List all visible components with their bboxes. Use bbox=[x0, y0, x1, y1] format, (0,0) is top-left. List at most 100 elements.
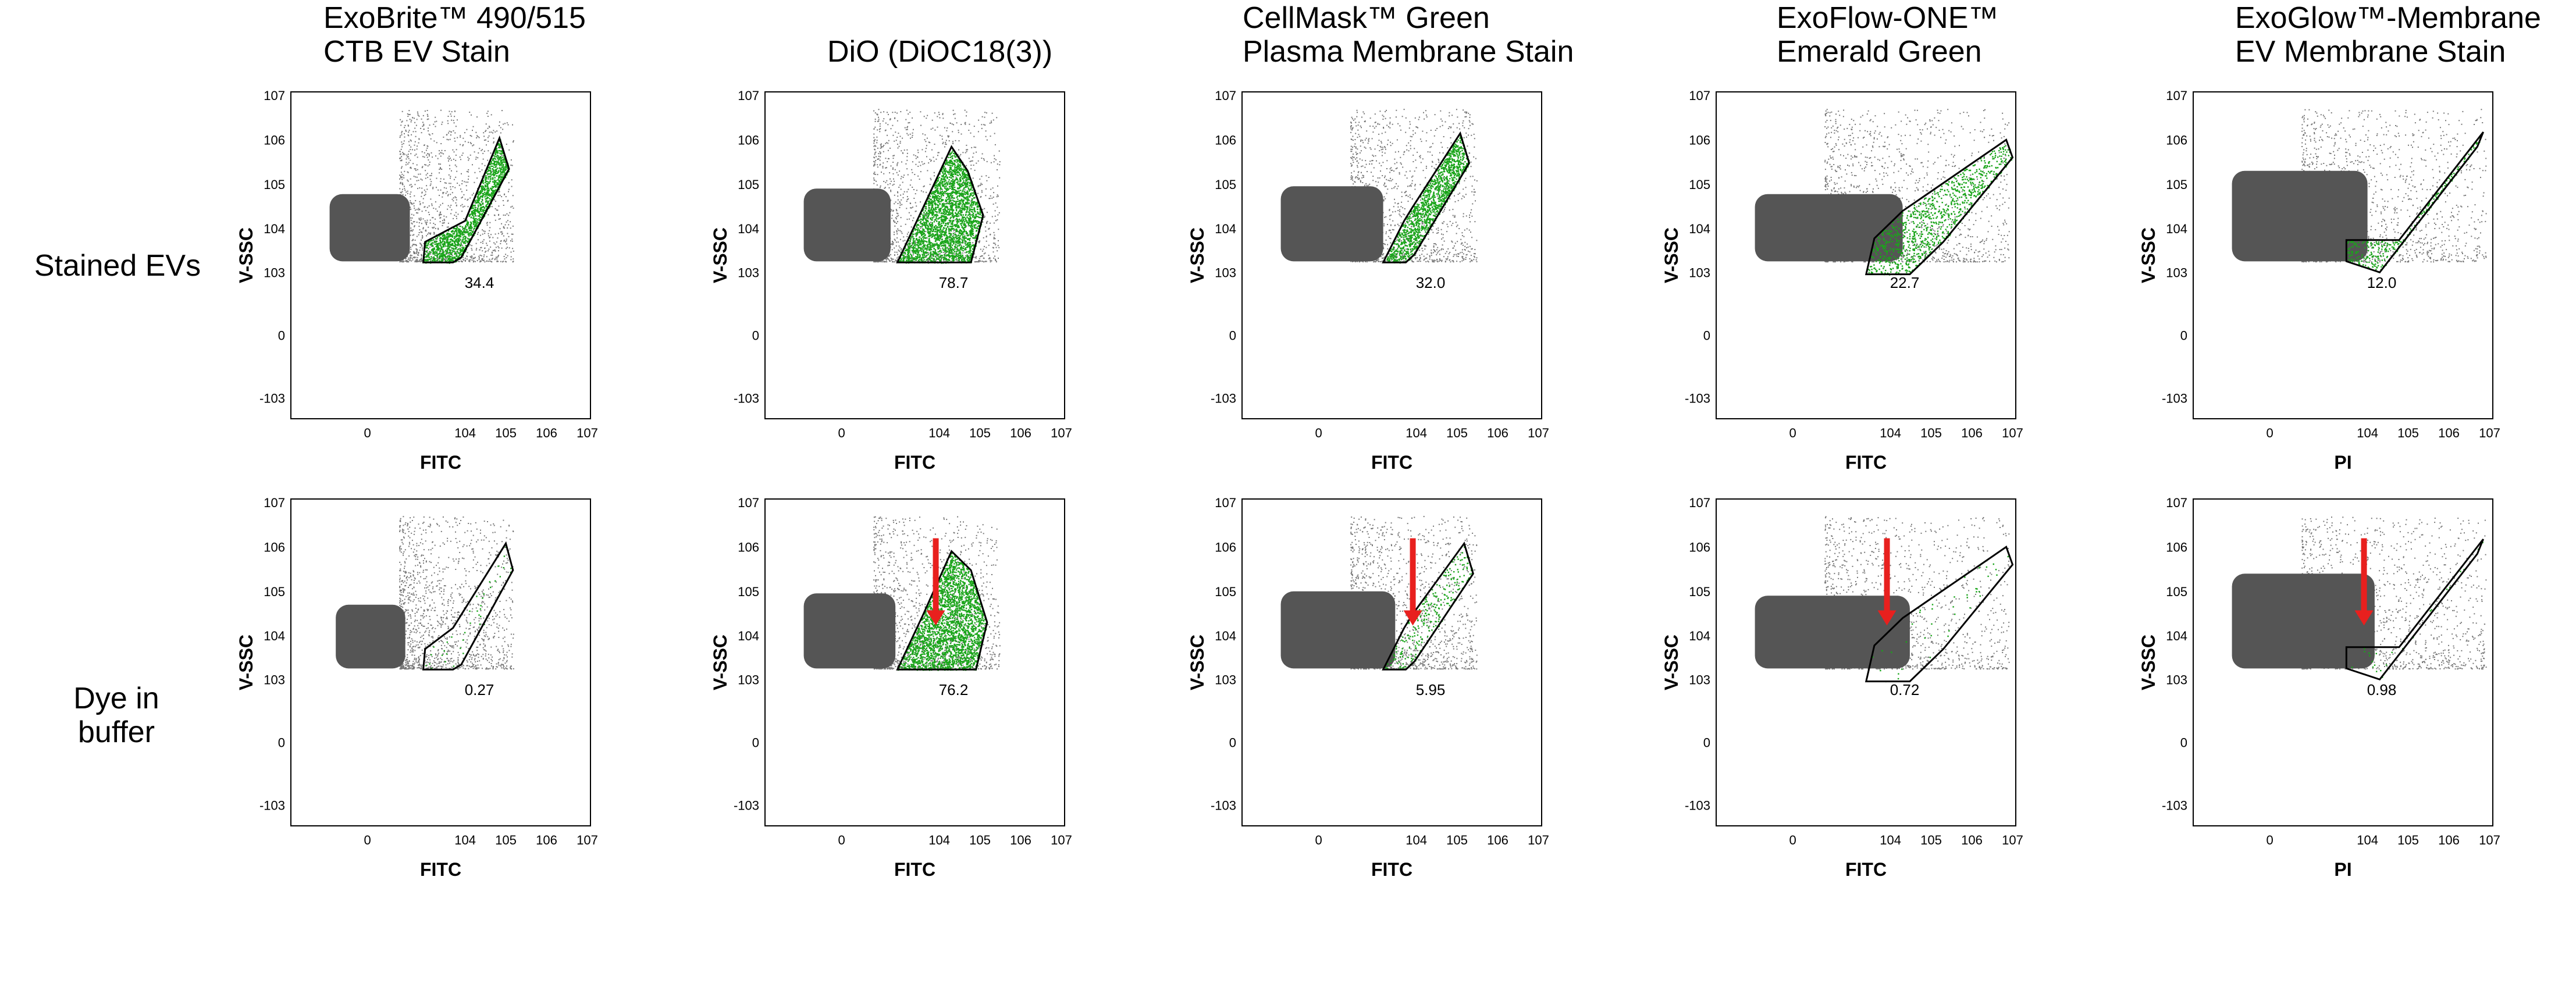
x-tick-label: 104 bbox=[2357, 833, 2378, 847]
y-tick-label: 0 bbox=[1703, 735, 1710, 750]
gate-polygon bbox=[1382, 541, 1474, 671]
scatter-plot-10: 0.98 107 106 105 104 103 0 -103 0 104 105 106 107 PI V… bbox=[2138, 496, 2500, 880]
y-tick-label: 104 bbox=[1689, 222, 1710, 236]
y-axis-title: V-SSC bbox=[236, 227, 257, 283]
x-tick-label: 107 bbox=[2002, 833, 2023, 847]
x-tick-label: 104 bbox=[1406, 426, 1427, 440]
y-tick-label: 105 bbox=[1689, 177, 1710, 192]
red-arrow-head bbox=[1403, 610, 1422, 626]
gate-percent-label: 32.0 bbox=[1416, 274, 1446, 291]
population-scatter bbox=[1350, 516, 1478, 670]
population-points bbox=[329, 109, 514, 263]
y-tick-label: -103 bbox=[259, 798, 285, 812]
y-tick-label: 105 bbox=[264, 177, 285, 192]
scatter-plot-2: 78.7 107 106 105 104 103 0 -103 0 104 105 106 107 FIT… bbox=[710, 88, 1072, 473]
population-core bbox=[329, 194, 410, 262]
x-tick-label: 106 bbox=[536, 833, 557, 847]
x-axis-title: FITC bbox=[420, 452, 461, 473]
y-tick-label: 107 bbox=[738, 88, 759, 103]
row-label-dye-in-buffer: Dye in buffer bbox=[73, 682, 159, 749]
y-tick-label: -103 bbox=[734, 391, 759, 405]
x-tick-label: 105 bbox=[1920, 426, 1942, 440]
gated-scatter bbox=[898, 148, 984, 264]
population-points bbox=[1280, 109, 1478, 263]
population-core bbox=[1755, 596, 1910, 669]
gate-polygon bbox=[1865, 138, 2014, 276]
y-tick-label: -103 bbox=[1211, 391, 1236, 405]
x-tick-label: 107 bbox=[1528, 833, 1549, 847]
population-points bbox=[1280, 516, 1478, 670]
y-tick-label: 0 bbox=[752, 735, 759, 750]
y-tick-label: 103 bbox=[264, 265, 285, 280]
y-tick-label: 107 bbox=[1689, 88, 1710, 103]
scatter-plot-5: 12.0 107 106 105 104 103 0 -103 0 104 105 106 107 PI V… bbox=[2138, 88, 2500, 473]
gate-polygon bbox=[1382, 131, 1471, 263]
y-tick-label: 106 bbox=[264, 133, 285, 147]
y-tick-label: 107 bbox=[2166, 88, 2187, 103]
y-tick-label: 0 bbox=[2180, 735, 2187, 750]
y-tick-label: 103 bbox=[1689, 265, 1710, 280]
x-tick-label: 107 bbox=[1528, 426, 1549, 440]
y-axis-title: V-SSC bbox=[710, 227, 731, 283]
y-tick-label: 0 bbox=[278, 735, 285, 750]
x-tick-label: 105 bbox=[2397, 426, 2419, 440]
y-tick-label: 104 bbox=[264, 629, 285, 643]
gate-polygon bbox=[896, 145, 984, 263]
y-tick-label: 105 bbox=[1215, 177, 1236, 192]
x-tick-label: 106 bbox=[1487, 426, 1508, 440]
gated-scatter bbox=[424, 139, 510, 264]
gate-percent-label: 34.4 bbox=[465, 274, 494, 291]
y-tick-label: 104 bbox=[264, 222, 285, 236]
gate-percent-label: 78.7 bbox=[939, 274, 969, 291]
y-tick-label: 105 bbox=[1689, 584, 1710, 599]
y-tick-label: -103 bbox=[1211, 798, 1236, 812]
gate-percent-label: 0.72 bbox=[1890, 681, 1920, 698]
y-tick-label: 107 bbox=[1215, 496, 1236, 510]
x-tick-label: 105 bbox=[495, 426, 517, 440]
y-tick-label: -103 bbox=[734, 798, 759, 812]
x-axis-title: FITC bbox=[1845, 859, 1887, 880]
y-tick-label: 103 bbox=[1689, 672, 1710, 687]
gate-percent-label: 0.98 bbox=[2367, 681, 2397, 698]
x-tick-label: 107 bbox=[2002, 426, 2023, 440]
y-tick-label: 106 bbox=[2166, 133, 2187, 147]
scatter-plot-6: 0.27 107 106 105 104 103 0 -103 0 104 105 106 107 FIT… bbox=[236, 496, 598, 880]
x-tick-label: 106 bbox=[1961, 426, 1983, 440]
population-scatter bbox=[873, 516, 1001, 670]
y-axis-title: V-SSC bbox=[710, 635, 731, 690]
x-tick-label: 106 bbox=[536, 426, 557, 440]
gate-percent-label: 12.0 bbox=[2367, 274, 2397, 291]
y-tick-label: 106 bbox=[2166, 540, 2187, 554]
column-title-exoglow: ExoGlow™-Membrane EV Membrane Stain bbox=[2235, 1, 2541, 69]
gate-polygon bbox=[422, 541, 514, 671]
gate-polygon bbox=[2345, 539, 2484, 681]
x-tick-label: 105 bbox=[969, 426, 991, 440]
y-tick-label: 103 bbox=[738, 265, 759, 280]
x-tick-label: 106 bbox=[1487, 833, 1508, 847]
x-tick-label: 105 bbox=[1446, 833, 1468, 847]
population-core bbox=[2232, 170, 2368, 262]
column-title-cellmask: CellMask™ Green Plasma Membrane Stain bbox=[1243, 1, 1574, 69]
scatter-plot-1: 34.4 107 106 105 104 103 0 -103 0 104 105 106 107 FIT… bbox=[236, 88, 598, 473]
x-tick-label: 0 bbox=[838, 833, 845, 847]
population-core bbox=[1755, 194, 1903, 262]
y-tick-label: 103 bbox=[1215, 672, 1236, 687]
gated-scatter bbox=[1867, 145, 2012, 276]
x-tick-label: 0 bbox=[1789, 426, 1796, 440]
row-label-stained-evs: Stained EVs bbox=[34, 249, 201, 283]
y-tick-label: 105 bbox=[738, 177, 759, 192]
x-tick-label: 107 bbox=[577, 833, 598, 847]
y-tick-label: 0 bbox=[1229, 735, 1236, 750]
population-points bbox=[1755, 516, 2010, 670]
gated-points bbox=[1386, 136, 1470, 264]
x-tick-label: 0 bbox=[2267, 833, 2273, 847]
population-points bbox=[2232, 109, 2487, 263]
y-tick-label: 105 bbox=[2166, 584, 2187, 599]
y-tick-label: 107 bbox=[264, 88, 285, 103]
y-tick-label: 104 bbox=[1689, 629, 1710, 643]
x-axis-title: PI bbox=[2334, 452, 2351, 473]
y-tick-label: 103 bbox=[264, 672, 285, 687]
population-scatter bbox=[1824, 516, 2010, 670]
y-tick-label: 0 bbox=[1703, 328, 1710, 343]
x-tick-label: 106 bbox=[2438, 426, 2460, 440]
